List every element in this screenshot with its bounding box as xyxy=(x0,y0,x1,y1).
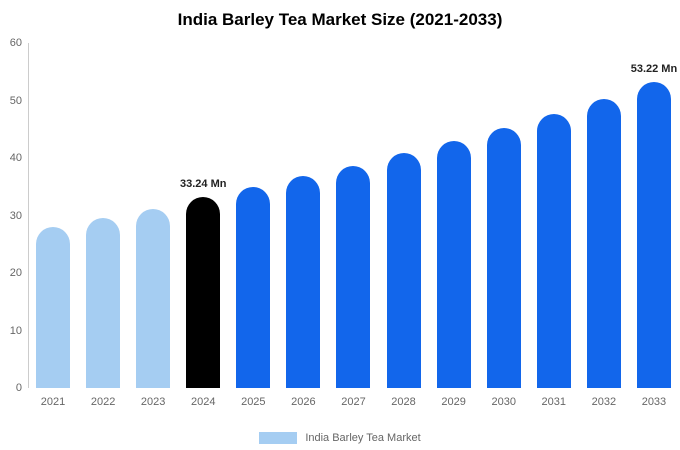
bar-rect xyxy=(436,140,471,388)
x-tick-label: 2022 xyxy=(90,396,116,408)
bar-rect xyxy=(236,186,271,388)
bar-rect xyxy=(336,165,371,388)
bar-rect xyxy=(86,217,121,388)
y-tick-label: 30 xyxy=(9,209,22,222)
bar-2025: 2025 xyxy=(236,43,271,408)
bar-rect xyxy=(386,153,421,388)
bar-2030: 2030 xyxy=(486,43,521,408)
plot-area: 2021 2022 2023 33.24 Mn 2024 2025 2026 2027 2028… xyxy=(28,43,677,408)
x-tick-label: 2032 xyxy=(591,396,617,408)
data-label: 53.22 Mn xyxy=(630,63,678,75)
x-tick-label: 2029 xyxy=(441,396,466,408)
y-axis: 0 10 20 30 40 50 60 xyxy=(0,37,24,394)
bar-2027: 2027 xyxy=(336,43,371,408)
x-tick-label: 2031 xyxy=(541,396,567,408)
bar-rect xyxy=(636,82,671,388)
bar-rect xyxy=(186,196,221,388)
y-tick-label: 60 xyxy=(9,37,22,49)
x-tick-label: 2033 xyxy=(641,396,667,408)
chart-title: India Barley Tea Market Size (2021-2033) xyxy=(177,10,503,29)
bar-rect xyxy=(286,176,321,388)
legend-label: India Barley Tea Market xyxy=(305,432,421,444)
legend-swatch xyxy=(259,432,298,444)
bar-2023: 2023 xyxy=(136,43,171,408)
x-tick-label: 2021 xyxy=(40,396,66,408)
y-tick-label: 20 xyxy=(9,267,22,279)
x-tick-label: 2025 xyxy=(241,396,266,408)
bar-rect xyxy=(486,127,521,388)
y-tick-label: 10 xyxy=(9,324,22,337)
x-tick-label: 2026 xyxy=(291,396,316,408)
y-tick-label: 50 xyxy=(9,94,22,107)
y-tick-label: 40 xyxy=(9,152,22,164)
bar-2033: 53.22 Mn 2033 xyxy=(631,43,677,408)
y-tick-label: 0 xyxy=(15,382,22,394)
x-tick-label: 2024 xyxy=(190,396,216,408)
bar-2029: 2029 xyxy=(436,43,471,408)
bar-rect xyxy=(136,209,171,388)
bar-rect xyxy=(36,227,70,388)
x-tick-label: 2030 xyxy=(491,396,516,408)
x-tick-label: 2028 xyxy=(391,396,416,408)
bar-rect xyxy=(536,113,571,388)
data-label: 33.24 Mn xyxy=(180,177,227,190)
bar-2022: 2022 xyxy=(86,43,121,408)
bar-2032: 2032 xyxy=(586,43,621,408)
bar-2021: 2021 xyxy=(36,43,70,408)
x-tick-label: 2027 xyxy=(341,396,366,408)
bar-2028: 2028 xyxy=(386,43,421,408)
bar-2026: 2026 xyxy=(286,43,321,408)
bar-2031: 2031 xyxy=(536,43,571,408)
legend: India Barley Tea Market xyxy=(0,432,680,444)
bars-container: 2021 2022 2023 33.24 Mn 2024 2025 2026 2027 2028… xyxy=(29,43,677,408)
bar-rect xyxy=(586,98,621,388)
bar-2024: 33.24 Mn 2024 xyxy=(180,43,226,408)
x-tick-label: 2023 xyxy=(140,396,166,408)
